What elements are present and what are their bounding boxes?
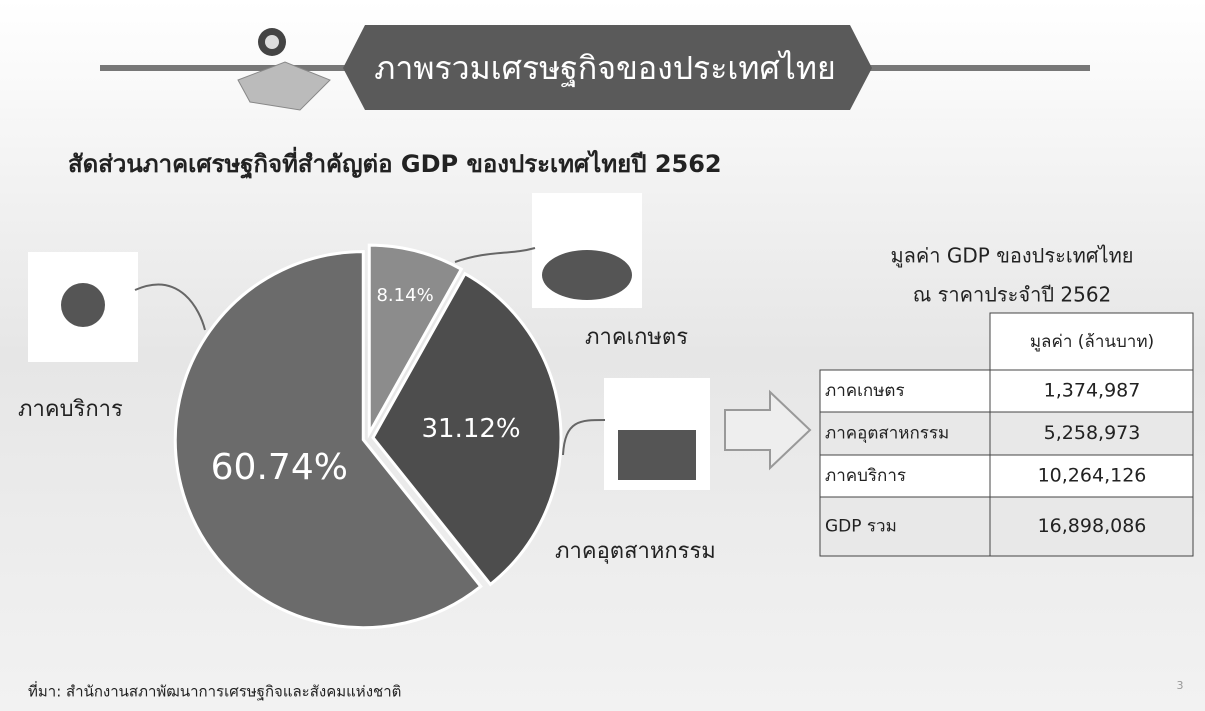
- slice-label: 60.74%: [211, 447, 348, 488]
- source: ที่มา: สำนักงานสภาพัฒนาการเศรษฐกิจและสัง…: [28, 681, 401, 701]
- pie-slice: [371, 271, 563, 587]
- table-row: [819, 369, 1194, 413]
- arrow: [724, 389, 812, 471]
- row-value: 16,898,086: [1038, 515, 1147, 537]
- row-label: ภาคเกษตร: [825, 381, 905, 401]
- table-title: ณ ราคาประจำปี 2562: [913, 283, 1112, 307]
- table: มูลค่า (ล้านบาท) ภาคเกษตร 1,374,987 ภาคอุต…: [819, 312, 1194, 557]
- row-value: 10,264,126: [1038, 465, 1147, 487]
- slice-label: 31.12%: [421, 414, 520, 444]
- row-label: ภาคอุตสาหกรรม: [825, 424, 949, 444]
- table-row: [819, 496, 1194, 557]
- category-label: ภาคบริการ: [18, 397, 123, 422]
- map-icon: [237, 28, 331, 111]
- row-value: 5,258,973: [1044, 422, 1141, 444]
- row-value: 1,374,987: [1044, 380, 1141, 402]
- pie-slice: [173, 250, 483, 630]
- header-banner: [343, 25, 872, 110]
- table-row: [819, 454, 1194, 498]
- row-label: GDP รวม: [825, 517, 897, 537]
- page-number: 3: [1177, 679, 1184, 692]
- header-cell: [989, 312, 1194, 371]
- table-row: [819, 411, 1194, 456]
- row-label: ภาคบริการ: [825, 466, 906, 486]
- icons: [28, 193, 710, 490]
- header-title: ภาพรวมเศรษฐกิจของประเทศไทย: [374, 49, 835, 88]
- category-label: ภาคอุตสาหกรรม: [555, 539, 716, 564]
- pie: 8.14% 31.12% 60.74%: [173, 243, 563, 630]
- category-label: ภาคเกษตร: [585, 325, 688, 350]
- chart-title: สัดส่วนภาคเศรษฐกิจที่สำคัญต่อ GDP ของประ…: [68, 146, 722, 180]
- column-header: มูลค่า (ล้านบาท): [1030, 332, 1154, 352]
- table-title: มูลค่า GDP ของประเทศไทย: [890, 244, 1133, 269]
- pie-slice: [367, 243, 464, 439]
- slice-label: 8.14%: [376, 285, 433, 306]
